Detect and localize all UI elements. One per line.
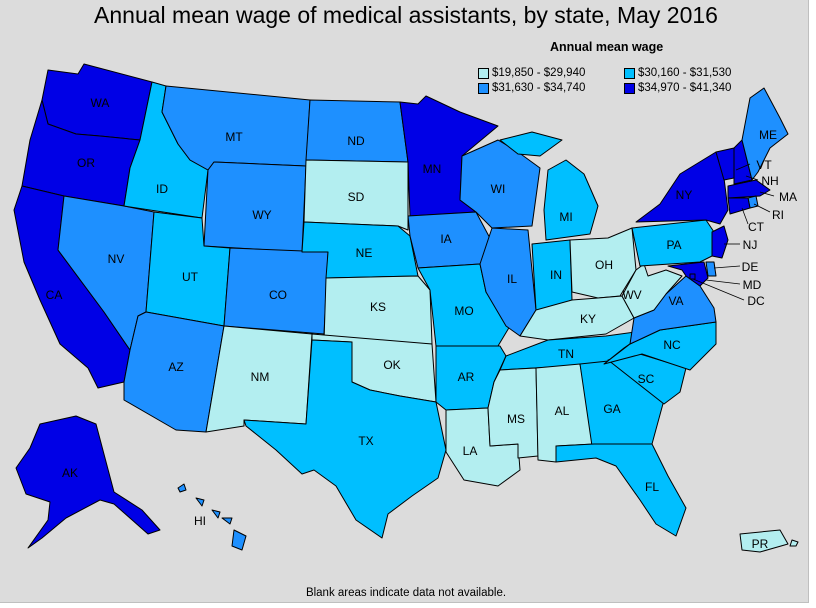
label-ks: KS xyxy=(370,300,386,314)
legend-swatch-1 xyxy=(478,67,489,79)
label-ma: MA xyxy=(779,190,797,204)
legend-label-1: $19,850 - $29,940 xyxy=(492,67,586,79)
label-tn: TN xyxy=(558,347,574,361)
label-md: MD xyxy=(743,278,762,292)
label-nv: NV xyxy=(108,252,125,266)
state-sd[interactable] xyxy=(303,159,409,231)
state-me[interactable] xyxy=(741,87,789,181)
state-ak[interactable] xyxy=(15,415,161,549)
legend-label-4: $34,970 - $41,340 xyxy=(638,82,732,94)
label-ky: KY xyxy=(580,312,596,326)
state-oh[interactable] xyxy=(569,227,637,299)
label-sc: SC xyxy=(638,372,655,386)
label-la: LA xyxy=(463,444,478,458)
label-ri: RI xyxy=(772,208,784,222)
label-nj: NJ xyxy=(743,238,758,252)
label-fl: FL xyxy=(645,480,659,494)
legend-swatch-2 xyxy=(624,67,635,79)
label-vt: VT xyxy=(756,158,772,172)
label-al: AL xyxy=(555,404,570,418)
state-hi[interactable] xyxy=(177,483,247,551)
label-pr: PR xyxy=(752,537,769,551)
label-ca: CA xyxy=(46,288,63,302)
label-tx: TX xyxy=(358,434,373,448)
label-co: CO xyxy=(269,288,287,302)
state-wy[interactable] xyxy=(203,161,307,253)
legend-item-4: $34,970 - $41,340 xyxy=(624,82,731,94)
legend-item-1: $19,850 - $29,940 xyxy=(478,67,585,79)
label-de: DE xyxy=(742,260,759,274)
state-de[interactable] xyxy=(705,261,717,277)
label-ia: IA xyxy=(440,232,451,246)
label-ny: NY xyxy=(676,188,693,202)
state-dc[interactable] xyxy=(689,273,696,280)
label-ne: NE xyxy=(356,246,373,260)
label-az: AZ xyxy=(168,360,183,374)
state-mi[interactable] xyxy=(499,131,599,241)
label-ms: MS xyxy=(507,412,525,426)
label-mn: MN xyxy=(423,162,442,176)
state-fl[interactable] xyxy=(555,443,687,537)
label-nh: NH xyxy=(761,174,778,188)
label-sd: SD xyxy=(348,190,365,204)
label-ut: UT xyxy=(182,270,199,284)
label-nm: NM xyxy=(251,370,270,384)
state-ma[interactable] xyxy=(727,179,771,199)
label-wy: WY xyxy=(252,208,271,222)
label-dc: DC xyxy=(747,294,765,308)
label-ar: AR xyxy=(458,370,475,384)
label-wi: WI xyxy=(491,182,506,196)
legend-swatch-3 xyxy=(478,82,489,94)
label-ok: OK xyxy=(383,358,400,372)
label-nd: ND xyxy=(347,134,365,148)
legend-label-2: $30,160 - $31,530 xyxy=(638,67,732,79)
label-id: ID xyxy=(156,182,168,196)
map-title: Annual mean wage of medical assistants, … xyxy=(94,2,718,28)
state-md[interactable] xyxy=(667,261,709,287)
label-pa: PA xyxy=(666,238,681,252)
label-wa: WA xyxy=(91,96,110,110)
label-wv: WV xyxy=(622,288,641,302)
label-ct: CT xyxy=(748,220,765,234)
footnote: Blank areas indicate data not available. xyxy=(305,587,507,599)
state-il[interactable] xyxy=(479,227,537,337)
state-wv[interactable] xyxy=(621,263,683,319)
label-ga: GA xyxy=(603,402,620,416)
label-hi: HI xyxy=(194,514,206,528)
state-nj[interactable] xyxy=(711,225,729,259)
label-mi: MI xyxy=(559,210,572,224)
label-oh: OH xyxy=(595,258,613,272)
legend-item-3: $31,630 - $34,740 xyxy=(478,82,585,94)
label-mo: MO xyxy=(454,304,473,318)
state-pr[interactable] xyxy=(739,529,799,553)
label-ak: AK xyxy=(62,466,78,480)
state-ks[interactable] xyxy=(323,275,433,345)
state-nd[interactable] xyxy=(305,99,409,163)
legend-item-2: $30,160 - $31,530 xyxy=(624,67,731,79)
state-tx[interactable] xyxy=(243,339,447,539)
label-me: ME xyxy=(759,128,777,142)
state-ct[interactable] xyxy=(727,197,751,215)
label-il: IL xyxy=(507,272,517,286)
legend-title: Annual mean wage xyxy=(550,40,664,54)
legend-swatch-4 xyxy=(624,82,635,94)
legend-label-3: $31,630 - $34,740 xyxy=(492,82,586,94)
label-va: VA xyxy=(668,294,683,308)
label-or: OR xyxy=(77,156,95,170)
label-mt: MT xyxy=(225,130,243,144)
label-nc: NC xyxy=(663,338,681,352)
label-in: IN xyxy=(550,268,562,282)
